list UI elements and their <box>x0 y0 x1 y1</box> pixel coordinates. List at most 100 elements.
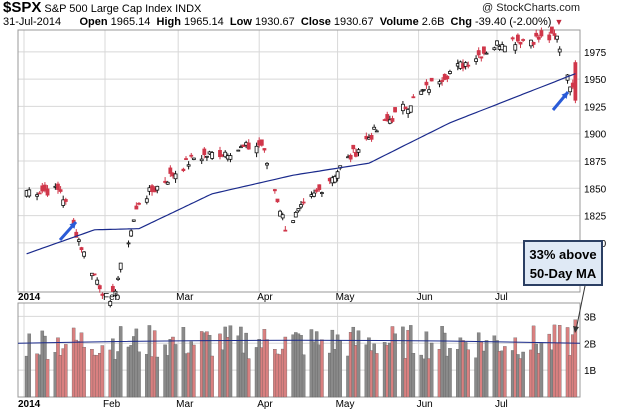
y-tick-label: 1875 <box>584 157 607 168</box>
candle-body <box>134 205 139 210</box>
candle-body <box>291 220 296 223</box>
volume-bar <box>521 351 525 398</box>
low-value: 1930.67 <box>254 16 295 28</box>
volume-axis-labels: 1B 2B 3B <box>584 312 597 377</box>
candle-body <box>144 198 149 203</box>
candle-body <box>259 139 264 146</box>
candle-body <box>168 167 173 174</box>
y-tick-label: 1825 <box>584 212 607 223</box>
volume-bar <box>356 330 361 398</box>
candle-body <box>557 48 562 53</box>
x-tick-label: May <box>336 292 355 303</box>
candlesticks <box>24 26 578 308</box>
volume-bars <box>24 319 578 398</box>
x-tick-label-vol: Mar <box>176 399 194 410</box>
candle-body <box>424 81 429 86</box>
candle-body <box>466 64 471 67</box>
candle-body <box>184 158 188 160</box>
x-tick-label: Apr <box>257 292 273 303</box>
callout-box: 33% above 50-Day MA <box>523 240 603 286</box>
volume-bar <box>301 354 306 398</box>
candle-body <box>513 44 518 51</box>
candle-body <box>374 130 379 133</box>
candle-body <box>186 164 191 167</box>
candle-body <box>440 80 445 82</box>
price-axis-labels: 18001825185018751900192519501975 <box>584 48 607 250</box>
candle-body <box>547 34 552 41</box>
chg-value: -39.40 (-2.00%) <box>475 16 552 28</box>
volume-bar <box>503 346 507 398</box>
volume-bar <box>192 344 196 398</box>
volume-bar <box>573 319 578 398</box>
candle-body <box>518 41 523 45</box>
candle-body <box>63 199 68 202</box>
volume-bar <box>82 346 86 398</box>
volume-bar <box>429 342 434 398</box>
copyright-label: @ StockCharts.com <box>482 2 580 14</box>
candle-body <box>280 214 285 219</box>
candle-body <box>429 77 434 82</box>
volume-bar <box>246 358 251 398</box>
volume-bar <box>210 355 214 398</box>
x-tick-label-vol: Jul <box>495 399 508 410</box>
candle-body <box>463 62 468 67</box>
candle-body <box>189 154 194 157</box>
candle-body <box>549 26 554 34</box>
candle-body <box>351 144 356 150</box>
annotation-arrows <box>58 91 586 333</box>
candle-body <box>317 184 322 190</box>
candle-body <box>476 50 481 56</box>
volume-tick-label: 2B <box>584 339 597 350</box>
candle-body <box>238 146 243 149</box>
candle-body <box>333 176 337 183</box>
candle-body <box>265 162 269 166</box>
y-tick-label: 1850 <box>584 184 607 195</box>
candle-body <box>421 88 426 91</box>
candle-body <box>76 239 81 242</box>
volume-bar <box>27 333 31 398</box>
candle-body <box>45 188 50 196</box>
candle-body <box>210 152 215 159</box>
candle-body <box>173 173 178 180</box>
x-tick-label: Mar <box>176 292 194 303</box>
candle-body <box>427 89 431 93</box>
x-tick-label-vol: May <box>336 399 355 410</box>
candle-body <box>536 36 541 40</box>
candle-body <box>369 135 374 140</box>
volume-value: 2.6B <box>421 16 445 28</box>
symbol-label: $SPX <box>3 0 42 16</box>
y-tick-label: 1925 <box>584 102 607 113</box>
candle-body <box>437 81 442 85</box>
x-tick-label: 2014 <box>18 292 41 303</box>
candle-body <box>95 279 100 285</box>
candle-body <box>241 144 246 147</box>
candle-body <box>110 285 115 292</box>
candle-body <box>163 180 168 183</box>
candle-body <box>100 293 105 296</box>
down-triangle-icon: ▼ <box>554 17 564 27</box>
candle-body <box>56 183 60 190</box>
candle-body <box>320 192 324 194</box>
volume-bar <box>137 351 141 398</box>
candle-body <box>137 202 141 205</box>
candle-body <box>539 30 544 37</box>
candle-body <box>390 118 395 122</box>
callout-line2: 50-Day MA <box>529 266 597 281</box>
volume-bar <box>64 344 68 398</box>
volume-bar <box>173 344 178 398</box>
candle-body <box>515 34 520 42</box>
candle-body <box>283 229 288 232</box>
candle-body <box>353 152 358 157</box>
volume-bar <box>283 336 288 398</box>
y-tick-label: 1900 <box>584 130 607 141</box>
date-label: 31-Jul-2014 <box>3 16 62 28</box>
volume-bar <box>375 353 379 398</box>
candle-body <box>411 96 416 99</box>
candle-body <box>495 40 499 46</box>
candle-body <box>482 46 486 54</box>
close-label: Close <box>300 16 331 28</box>
candle-body <box>448 71 452 74</box>
candle-body <box>568 86 573 93</box>
candle-body <box>113 290 118 297</box>
